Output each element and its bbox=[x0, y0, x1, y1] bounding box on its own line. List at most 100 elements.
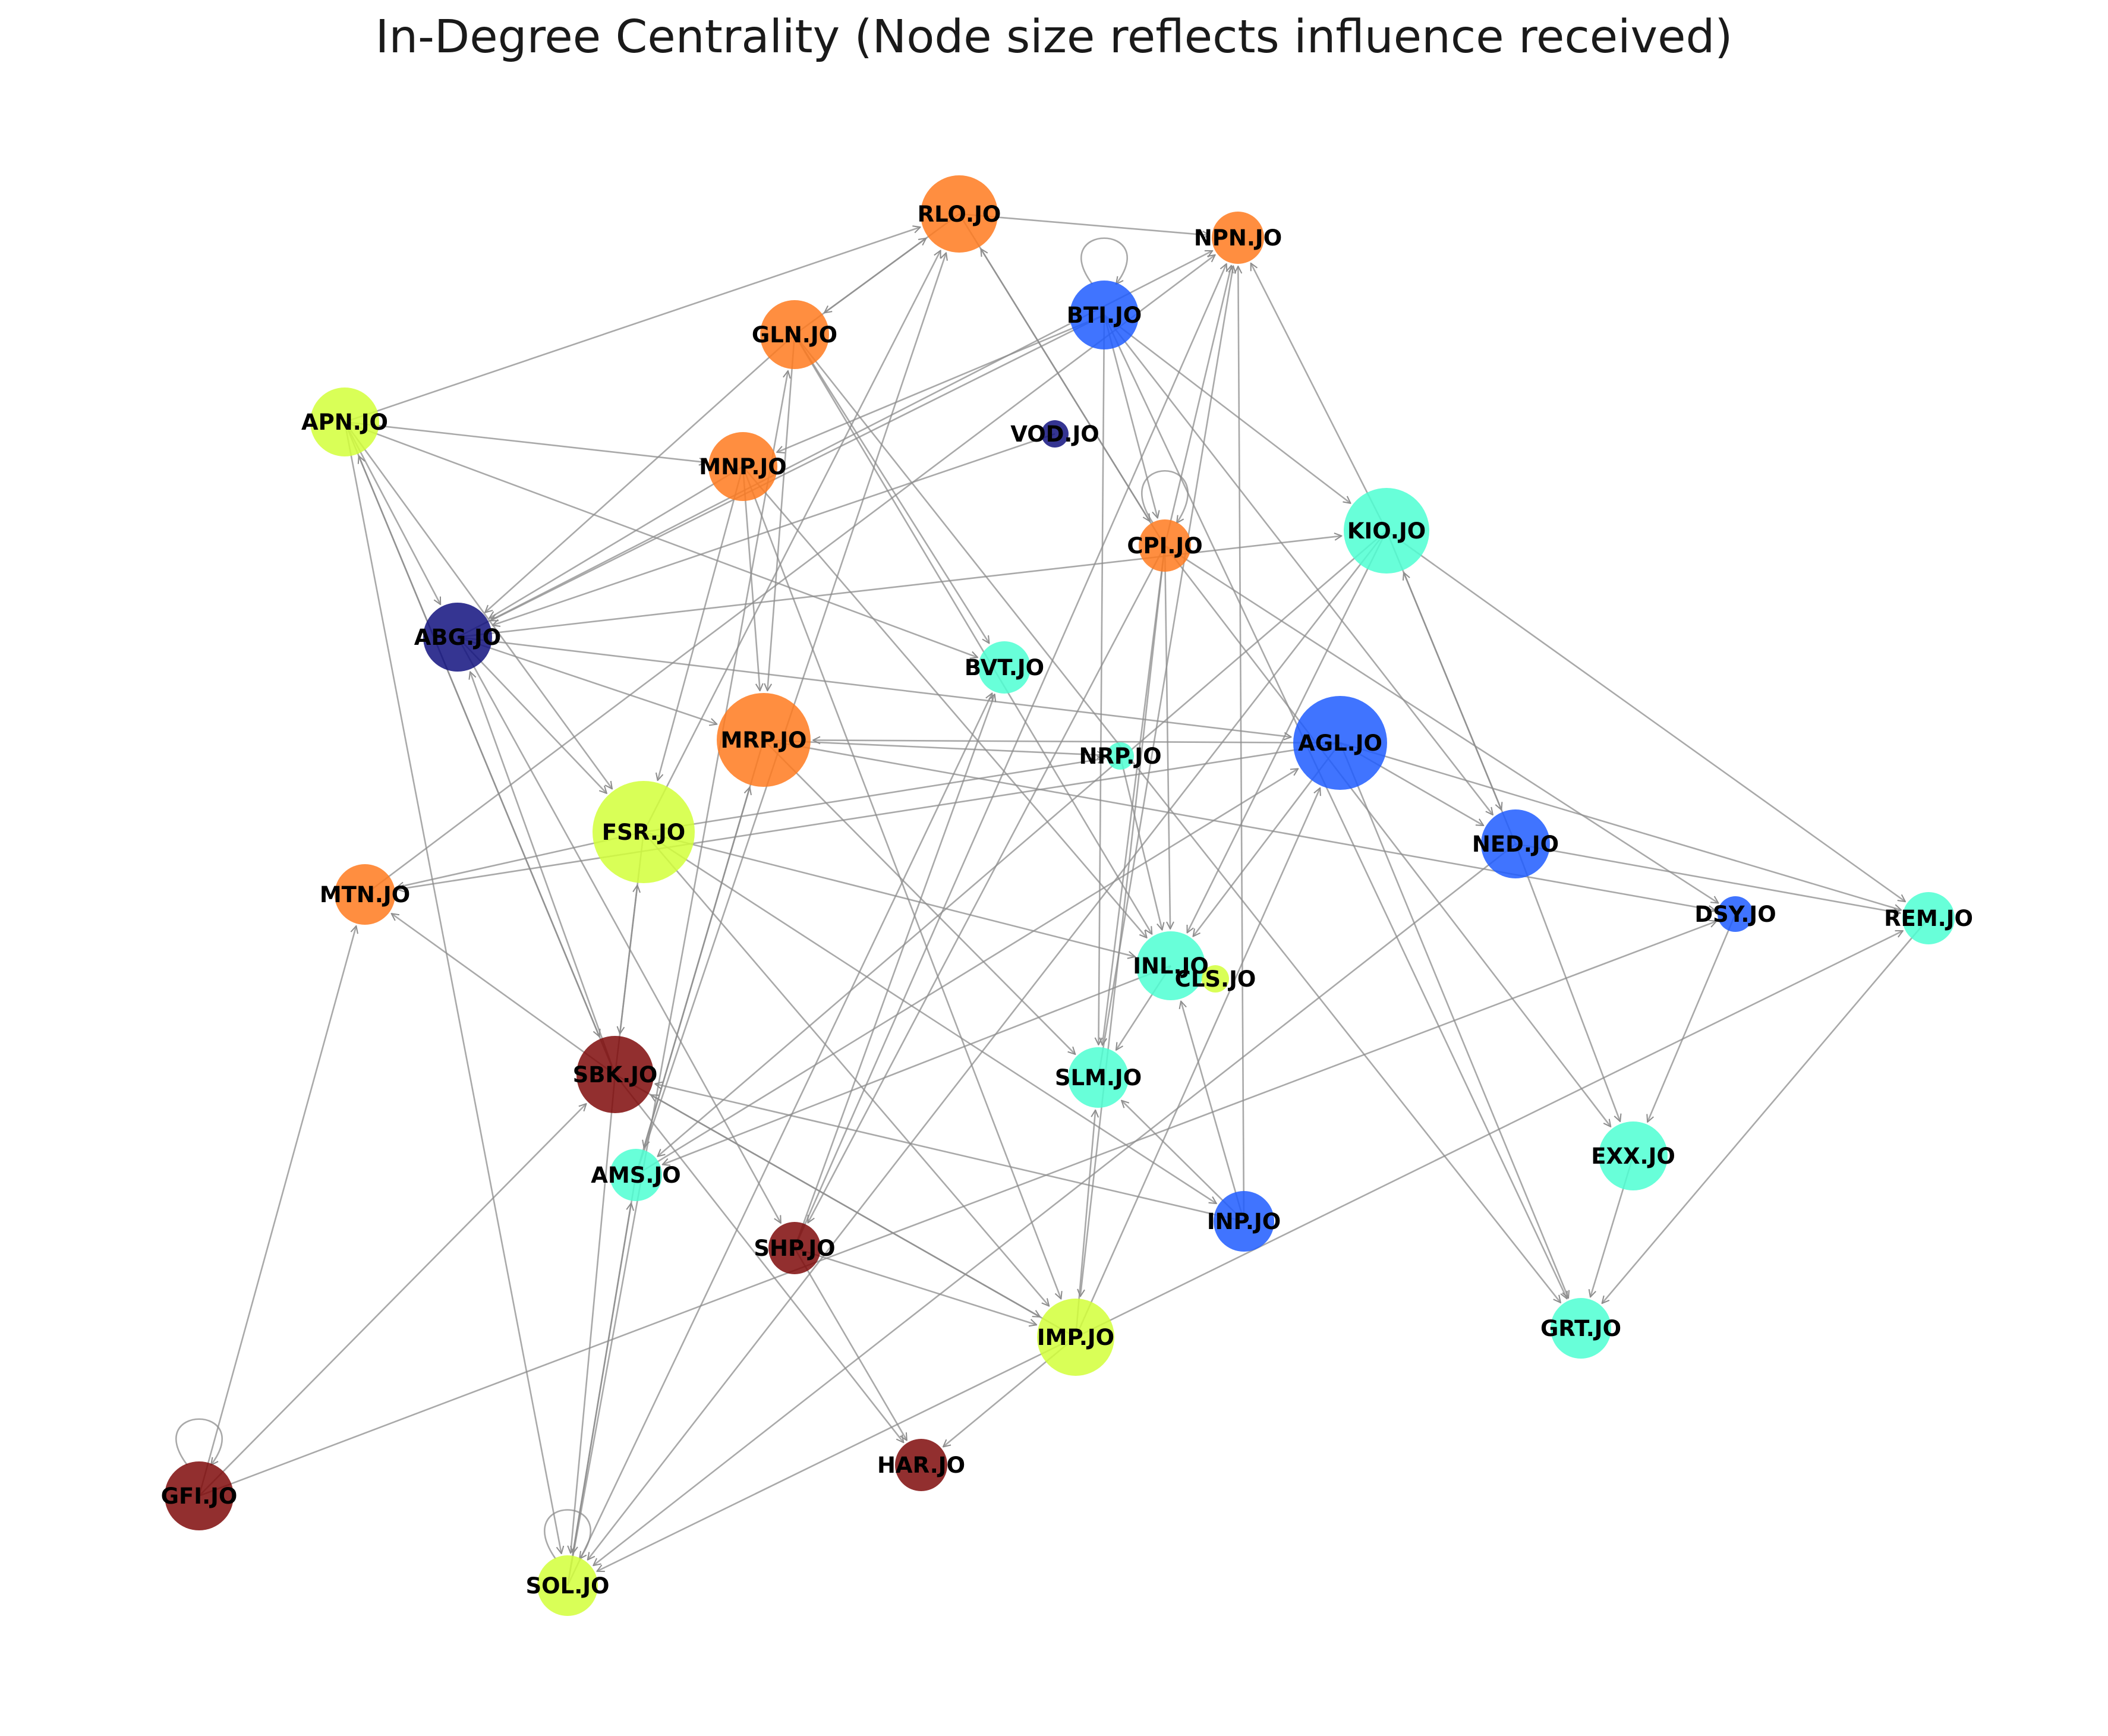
node-label-exx-jo: EXX.JO bbox=[1591, 1143, 1675, 1169]
edge-GLN.JO-to-MRP.JO bbox=[767, 334, 796, 691]
edge-KIO.JO-to-AMS.JO bbox=[657, 530, 1387, 1157]
edge-SOL.JO-to-AMS.JO bbox=[566, 1203, 631, 1586]
edge-SHP.JO-to-NPN.JO bbox=[793, 264, 1227, 1249]
edge-AGL.JO-to-REM.JO bbox=[1340, 742, 1901, 910]
edge-MRP.JO-to-DSY.JO bbox=[763, 739, 1716, 910]
edge-RLO.JO-to-NPN.JO bbox=[959, 213, 1209, 235]
node-label-ned-jo: NED.JO bbox=[1472, 831, 1559, 857]
edge-KIO.JO-to-INL.JO bbox=[1186, 530, 1388, 932]
node-mrp-jo bbox=[717, 693, 811, 787]
node-label-abg-jo: ABG.JO bbox=[414, 625, 501, 650]
node-sbk-jo bbox=[576, 1036, 654, 1113]
node-bti-jo bbox=[1070, 281, 1139, 349]
edge-BTI.JO-to-BTI.JO bbox=[1080, 237, 1128, 284]
edge-SBK.JO-to-MTN.JO bbox=[392, 913, 616, 1076]
edge-GFI.JO-to-GFI.JO bbox=[175, 1418, 223, 1465]
edge-IMP.JO-to-SOL.JO bbox=[597, 1336, 1076, 1573]
node-dsy-jo bbox=[1718, 896, 1753, 932]
edge-BTI.JO-to-KIO.JO bbox=[1104, 314, 1351, 503]
node-label-apn-jo: APN.JO bbox=[301, 409, 388, 435]
edge-CPI.JO-to-EXX.JO bbox=[1164, 545, 1611, 1127]
node-gln-jo bbox=[760, 300, 829, 369]
node-label-dsy-jo: DSY.JO bbox=[1694, 902, 1776, 927]
edge-KIO.JO-to-REM.JO bbox=[1386, 530, 1905, 902]
edge-INP.JO-to-INL.JO bbox=[1181, 1001, 1245, 1222]
node-label-agl-jo: AGL.JO bbox=[1298, 730, 1382, 756]
node-cpi-jo bbox=[1139, 519, 1191, 572]
edge-SBK.JO-to-ABG.JO bbox=[470, 672, 616, 1075]
node-label-inl-jo: INL.JO bbox=[1133, 953, 1209, 979]
node-label-cpi-jo: CPI.JO bbox=[1127, 533, 1202, 559]
node-label-shp-jo: SHP.JO bbox=[754, 1236, 835, 1261]
node-ned-jo bbox=[1481, 809, 1550, 878]
edge-SOL.JO-to-SOL.JO bbox=[544, 1509, 591, 1559]
edge-MNP.JO-to-INL.JO bbox=[742, 466, 1147, 938]
edge-SOL.JO-to-GLN.JO bbox=[566, 371, 788, 1586]
edge-GLN.JO-to-INL.JO bbox=[793, 334, 1152, 934]
edge-GLN.JO-to-GRT.JO bbox=[793, 334, 1561, 1303]
node-label-har-jo: HAR.JO bbox=[877, 1453, 965, 1478]
edge-MRP.JO-to-NRP.JO bbox=[763, 739, 1104, 755]
edge-GFI.JO-to-SBK.JO bbox=[198, 1104, 587, 1496]
edge-INP.JO-to-NPN.JO bbox=[1238, 266, 1245, 1222]
node-grt-jo bbox=[1551, 1298, 1611, 1359]
node-label-nrp-jo: NRP.JO bbox=[1079, 743, 1161, 769]
node-imp-jo bbox=[1037, 1299, 1114, 1376]
edge-CPI.JO-to-SHP.JO bbox=[807, 545, 1166, 1223]
node-exx-jo bbox=[1599, 1121, 1668, 1190]
node-ams-jo bbox=[610, 1149, 662, 1201]
edge-GFI.JO-to-MTN.JO bbox=[198, 926, 356, 1496]
edge-SOL.JO-to-BVT.JO bbox=[566, 693, 992, 1586]
edge-IMP.JO-to-SBK.JO bbox=[651, 1094, 1076, 1338]
edge-GLN.JO-to-ABG.JO bbox=[485, 334, 795, 613]
node-label-inp-jo: INP.JO bbox=[1207, 1209, 1281, 1234]
edge-CPI.JO-to-DSY.JO bbox=[1164, 544, 1718, 903]
edge-MTN.JO-to-NPN.JO bbox=[364, 255, 1215, 896]
edge-SBK.JO-to-SOL.JO bbox=[571, 1074, 616, 1553]
edge-APN.JO-to-SOL.JO bbox=[344, 421, 562, 1554]
node-cls-jo bbox=[1202, 965, 1229, 993]
edge-ABG.JO-to-AGL.JO bbox=[457, 636, 1291, 737]
edge-BTI.JO-to-NED.JO bbox=[1103, 314, 1493, 815]
edge-REM.JO-to-GRT.JO bbox=[1602, 918, 1929, 1303]
edge-MNP.JO-to-MRP.JO bbox=[742, 466, 760, 691]
node-label-ams-jo: AMS.JO bbox=[591, 1162, 680, 1188]
edge-CPI.JO-to-NPN.JO bbox=[1164, 266, 1231, 546]
node-label-gfi-jo: GFI.JO bbox=[161, 1483, 238, 1509]
edge-SBK.JO-to-HAR.JO bbox=[614, 1074, 903, 1442]
edge-ABG.JO-to-SHP.JO bbox=[456, 637, 782, 1223]
node-vod-jo bbox=[1041, 420, 1069, 448]
edge-GFI.JO-to-DSY.JO bbox=[198, 921, 1716, 1497]
node-label-rlo-jo: RLO.JO bbox=[918, 201, 1001, 227]
edge-SHP.JO-to-HAR.JO bbox=[793, 1247, 907, 1441]
node-har-jo bbox=[895, 1439, 947, 1491]
edge-NRP.JO-to-INL.JO bbox=[1119, 755, 1162, 930]
node-label-rem-jo: REM.JO bbox=[1884, 906, 1973, 931]
edge-BTI.JO-to-MNP.JO bbox=[777, 314, 1105, 452]
edge-MNP.JO-to-ABG.JO bbox=[489, 465, 743, 618]
node-label-sol-jo: SOL.JO bbox=[526, 1573, 610, 1599]
edge-CPI.JO-to-SLM.JO bbox=[1102, 545, 1166, 1045]
node-label-fsr-jo: FSR.JO bbox=[602, 820, 685, 845]
node-mtn-jo bbox=[335, 864, 395, 925]
edge-ABG.JO-to-FSR.JO bbox=[457, 637, 607, 793]
node-label-grt-jo: GRT.JO bbox=[1540, 1316, 1621, 1341]
node-label-gln-jo: GLN.JO bbox=[752, 322, 837, 348]
edge-NED.JO-to-KIO.JO bbox=[1404, 572, 1517, 845]
edges-layer bbox=[175, 213, 1929, 1586]
edge-KIO.JO-to-NPN.JO bbox=[1250, 263, 1388, 531]
edge-SHP.JO-to-BVT.JO bbox=[793, 694, 995, 1249]
edge-FSR.JO-to-IMP.JO bbox=[643, 831, 1049, 1306]
edge-AGL.JO-to-MRP.JO bbox=[813, 740, 1341, 743]
edge-ABG.JO-to-KIO.JO bbox=[457, 536, 1341, 638]
node-label-cls-jo: CLS.JO bbox=[1175, 966, 1256, 992]
edge-MRP.JO-to-SLM.JO bbox=[763, 739, 1075, 1054]
node-mnp-jo bbox=[708, 432, 777, 501]
node-label-npn-jo: NPN.JO bbox=[1194, 225, 1282, 251]
edge-AMS.JO-to-MRP.JO bbox=[635, 787, 750, 1176]
node-label-vod-jo: VOD.JO bbox=[1010, 421, 1099, 447]
edge-CPI.JO-to-INL.JO bbox=[1164, 545, 1170, 929]
node-kio-jo bbox=[1344, 488, 1429, 574]
edge-CPI.JO-to-RLO.JO bbox=[981, 249, 1166, 546]
